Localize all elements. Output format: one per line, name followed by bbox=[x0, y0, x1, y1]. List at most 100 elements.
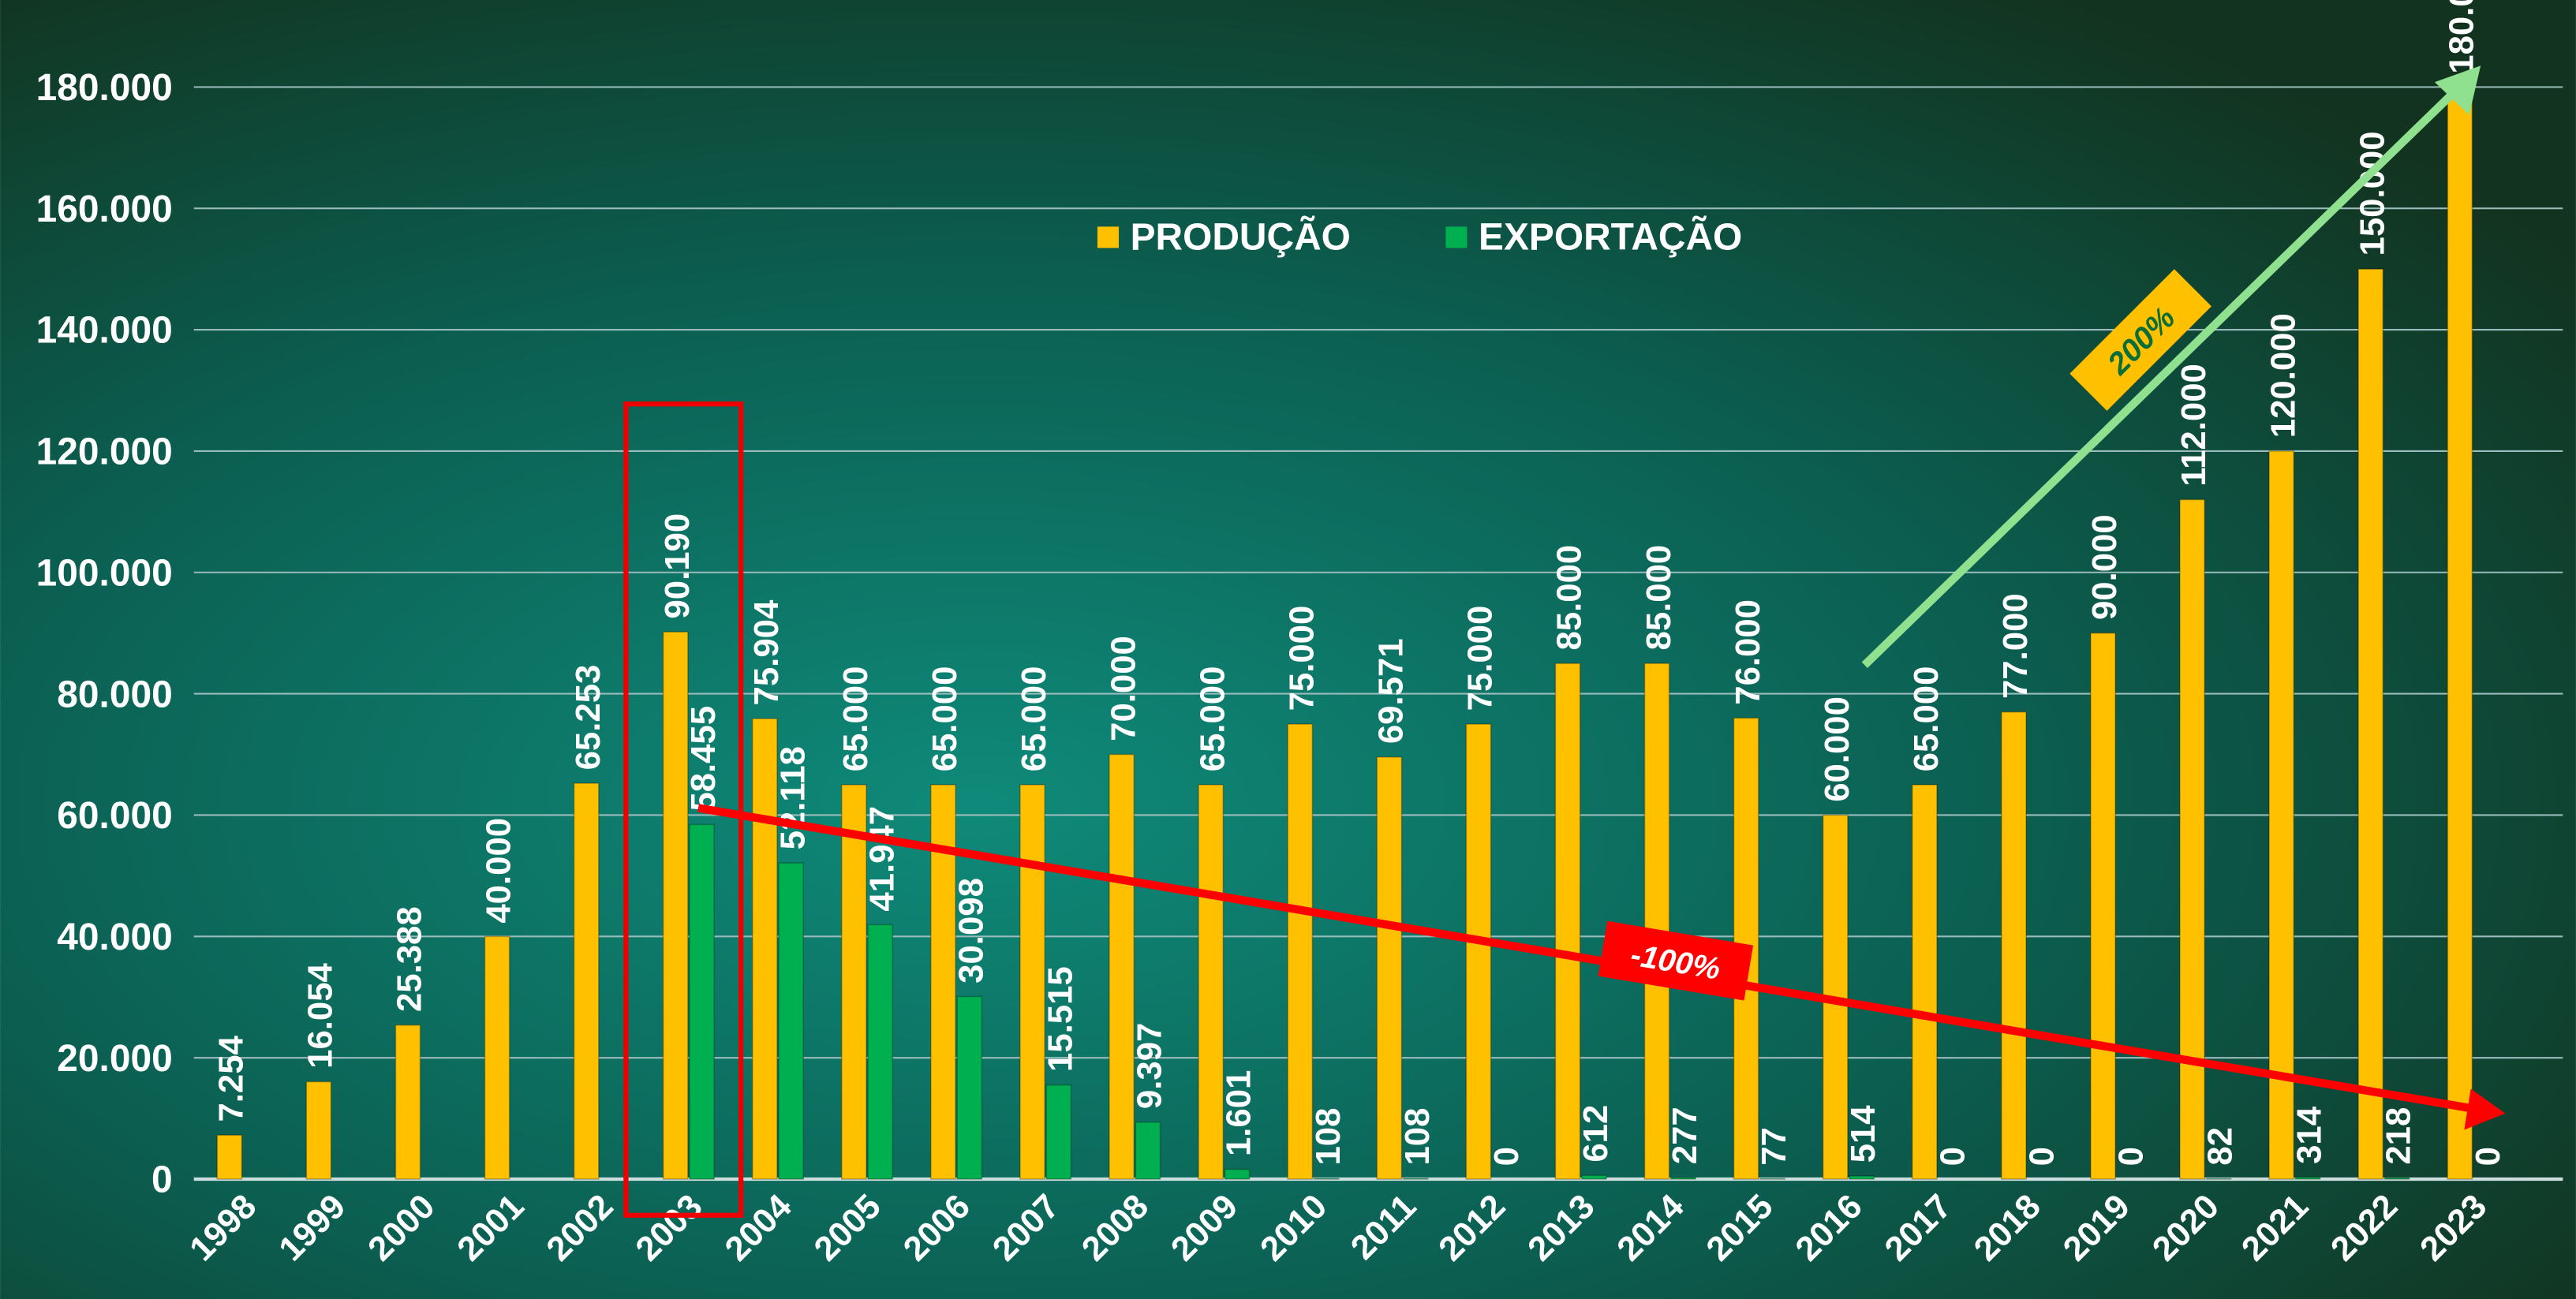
bar bbox=[867, 924, 894, 1180]
value-label: 77 bbox=[1755, 1127, 1793, 1166]
bar bbox=[1019, 784, 1046, 1180]
value-label: 77.000 bbox=[1996, 593, 2035, 699]
value-label: 76.000 bbox=[1729, 599, 1767, 705]
legend-label: PRODUÇÃO bbox=[1131, 215, 1351, 258]
bar bbox=[1045, 1084, 1072, 1180]
y-tick-label: 180.000 bbox=[36, 67, 173, 109]
bar bbox=[2268, 450, 2295, 1180]
value-label: 65.000 bbox=[1907, 666, 1946, 772]
value-label: 65.000 bbox=[1015, 666, 1053, 772]
value-label: 25.388 bbox=[391, 906, 429, 1012]
bar bbox=[1376, 756, 1403, 1180]
legend-label: EXPORTAÇÃO bbox=[1479, 215, 1742, 258]
value-label: 69.571 bbox=[1372, 638, 1411, 744]
bar bbox=[1554, 663, 1581, 1180]
value-label: 1.601 bbox=[1220, 1070, 1258, 1156]
value-label: 0 bbox=[2022, 1147, 2061, 1166]
value-label: 70.000 bbox=[1104, 636, 1142, 741]
value-label: 82 bbox=[2201, 1127, 2240, 1166]
value-label: 65.253 bbox=[569, 665, 608, 771]
value-label: 41.947 bbox=[862, 806, 901, 912]
bar bbox=[2447, 86, 2473, 1180]
bar bbox=[2205, 1178, 2232, 1180]
value-label: 0 bbox=[2111, 1147, 2150, 1166]
bar bbox=[216, 1134, 243, 1180]
value-label: 65.000 bbox=[925, 666, 964, 772]
legend-swatch bbox=[1445, 226, 1467, 248]
value-label: 180.000 bbox=[2442, 0, 2481, 74]
y-tick-label: 40.000 bbox=[57, 916, 172, 958]
value-label: 65.000 bbox=[1193, 666, 1232, 772]
y-tick-label: 100.000 bbox=[36, 552, 173, 594]
arrow-head bbox=[2464, 1088, 2506, 1130]
highlight-box bbox=[623, 401, 744, 1218]
annotation-box bbox=[2069, 269, 2211, 411]
value-label: 16.054 bbox=[301, 962, 340, 1068]
bar bbox=[305, 1081, 332, 1180]
value-label: 65.000 bbox=[836, 666, 875, 772]
value-label: 85.000 bbox=[1550, 545, 1589, 651]
growth-arrow bbox=[1861, 87, 2459, 669]
value-label: 0 bbox=[1933, 1147, 1972, 1166]
legend-swatch bbox=[1097, 226, 1120, 248]
value-label: 314 bbox=[2290, 1106, 2329, 1164]
value-label: 9.397 bbox=[1131, 1023, 1169, 1109]
value-label: 108 bbox=[1309, 1108, 1348, 1166]
value-label: 85.000 bbox=[1639, 545, 1678, 651]
value-label: 514 bbox=[1844, 1105, 1882, 1163]
bar bbox=[2000, 711, 2027, 1180]
bar bbox=[2383, 1177, 2410, 1180]
value-label: 0 bbox=[2469, 1147, 2507, 1166]
value-label: 52.118 bbox=[773, 746, 812, 849]
value-label: 108 bbox=[1398, 1108, 1437, 1166]
bar bbox=[1849, 1175, 1875, 1180]
bar bbox=[1135, 1121, 1161, 1180]
value-label: 30.098 bbox=[952, 878, 990, 984]
bar bbox=[1287, 723, 1314, 1180]
bar bbox=[1313, 1178, 1340, 1180]
y-tick-label: 140.000 bbox=[36, 310, 173, 352]
value-label: 75.000 bbox=[1282, 606, 1321, 711]
value-label: 58.455 bbox=[684, 706, 723, 812]
bar bbox=[662, 631, 689, 1180]
value-label: 60.000 bbox=[1818, 696, 1856, 802]
y-tick-label: 0 bbox=[151, 1159, 173, 1201]
bar bbox=[956, 995, 983, 1180]
bar bbox=[484, 935, 510, 1180]
bar bbox=[1402, 1178, 1429, 1180]
bar bbox=[1198, 784, 1224, 1180]
bar bbox=[840, 784, 867, 1180]
bar bbox=[778, 862, 805, 1180]
value-label: 120.000 bbox=[2264, 313, 2302, 438]
value-label: 112.000 bbox=[2174, 364, 2213, 487]
bar bbox=[1911, 784, 1938, 1180]
value-label: 75.000 bbox=[1461, 606, 1500, 711]
bar bbox=[1643, 663, 1670, 1180]
value-label: 277 bbox=[1666, 1107, 1704, 1164]
value-label: 90.000 bbox=[2085, 514, 2124, 620]
bar bbox=[573, 782, 600, 1180]
bar bbox=[1109, 753, 1135, 1180]
annotation-box bbox=[1598, 920, 1754, 1001]
value-label: 90.190 bbox=[658, 513, 697, 619]
value-label: 0 bbox=[1487, 1147, 1526, 1166]
y-tick-label: 20.000 bbox=[57, 1038, 172, 1080]
y-tick-label: 60.000 bbox=[57, 795, 172, 837]
bar bbox=[1759, 1178, 1785, 1180]
bar bbox=[2294, 1176, 2321, 1180]
value-label: 40.000 bbox=[480, 818, 518, 924]
bar bbox=[1580, 1174, 1607, 1180]
y-tick-label: 120.000 bbox=[36, 431, 173, 473]
value-label: 7.254 bbox=[212, 1035, 251, 1122]
y-tick-label: 160.000 bbox=[36, 189, 173, 230]
bar bbox=[394, 1024, 421, 1180]
value-label: 612 bbox=[1576, 1105, 1615, 1163]
value-label: 15.515 bbox=[1041, 966, 1080, 1072]
value-label: 150.000 bbox=[2353, 131, 2391, 256]
value-label: 218 bbox=[2380, 1107, 2418, 1165]
bar bbox=[2357, 268, 2384, 1180]
bar bbox=[1465, 723, 1492, 1180]
bar bbox=[1224, 1168, 1251, 1180]
y-tick-label: 80.000 bbox=[57, 674, 172, 715]
